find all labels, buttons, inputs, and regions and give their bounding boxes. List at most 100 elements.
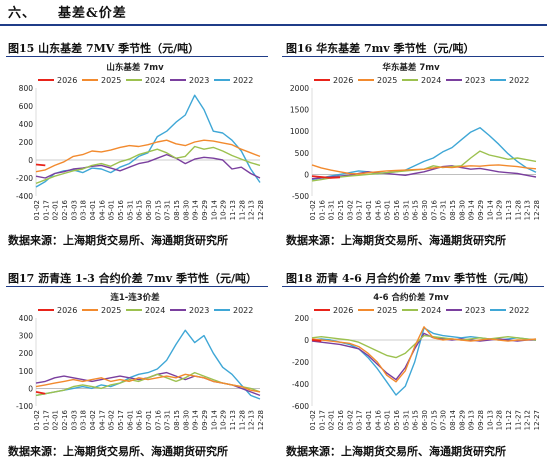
x-tick-label: 06-30: [421, 410, 429, 430]
x-tick-label: 06-30: [421, 200, 429, 220]
x-tick-label: 12-28: [533, 200, 541, 220]
figure-16-source: 数据来源：上海期货交易所、海通期货研究所: [286, 234, 506, 247]
x-tick-label: 02-01: [328, 410, 336, 430]
x-tick-label: 05-01: [384, 410, 392, 430]
x-tick-label: 01-02: [33, 410, 41, 430]
chart-title: 山东基差 7mv: [106, 62, 164, 73]
x-tick-label: 12-13: [524, 200, 532, 220]
legend-label: 2022: [233, 306, 253, 315]
y-tick-label: 500: [295, 149, 310, 158]
y-tick-label: 600: [19, 102, 34, 111]
x-tick-label: 08-15: [173, 410, 181, 430]
series-line-2022: [311, 127, 537, 181]
x-tick-label: 08-15: [449, 200, 457, 220]
legend-label: 2022: [509, 76, 529, 85]
y-tick-label: 0: [304, 170, 309, 179]
y-tick-label: -200: [16, 174, 33, 183]
x-tick-label: 08-14: [449, 409, 457, 430]
legend-label: 2024: [421, 306, 441, 315]
x-tick-label: 11-12: [505, 410, 513, 430]
x-tick-label: 06-15: [136, 200, 144, 220]
y-tick-label: 300: [19, 332, 34, 341]
x-tick-label: 09-14: [468, 199, 476, 220]
x-tick-label: 04-16: [374, 409, 382, 430]
x-tick-label: 06-15: [412, 410, 420, 430]
x-tick-label: 01-17: [42, 200, 50, 220]
legend-label: 2024: [145, 76, 165, 85]
x-tick-label: 06-16: [136, 409, 144, 430]
figure-15-caption: 图15 山东基差 7MV 季节性（元/吨）: [8, 42, 200, 55]
legend-label: 2025: [101, 76, 121, 85]
figure-15-source: 数据来源：上海期货交易所、海通期货研究所: [8, 234, 228, 247]
x-tick-label: 12-27: [533, 410, 541, 430]
x-tick-label: 10-29: [496, 200, 504, 220]
x-tick-label: 10-14: [210, 409, 218, 430]
x-tick-label: 07-31: [440, 200, 448, 220]
x-tick-label: 01-02: [309, 200, 317, 220]
series-line-2023: [35, 153, 261, 179]
x-tick-label: 05-01: [108, 200, 116, 220]
legend-label: 2025: [377, 76, 397, 85]
x-tick-label: 09-13: [468, 410, 476, 430]
series-line-2026: [35, 391, 46, 395]
x-tick-label: 09-29: [477, 200, 485, 220]
x-tick-label: 05-16: [117, 199, 125, 220]
x-tick-label: 11-13: [229, 200, 237, 220]
x-tick-label: 06-30: [145, 200, 153, 220]
x-tick-label: 11-28: [238, 410, 246, 430]
y-tick-label: -600: [292, 402, 309, 411]
y-tick-label: 2000: [290, 84, 309, 93]
legend-label: 2024: [145, 306, 165, 315]
x-tick-label: 05-01: [384, 200, 392, 220]
x-tick-label: 04-01: [365, 200, 373, 220]
x-tick-label: 04-16: [374, 199, 382, 220]
x-tick-label: 11-13: [229, 410, 237, 430]
x-tick-label: 10-14: [486, 199, 494, 220]
chart-title: 连1-连3价差: [110, 292, 160, 303]
x-tick-label: 12-28: [257, 200, 265, 220]
legend-label: 2023: [465, 76, 485, 85]
legend-label: 2024: [421, 76, 441, 85]
figure-18-caption: 图18 沥青 4-6 月合约价差 7mv 季节性（元/吨）: [286, 272, 536, 285]
x-tick-label: 05-02: [108, 410, 116, 430]
x-tick-label: 10-29: [220, 200, 228, 220]
figure-15-chart: 山东基差 7mv 2026 2025 2024 2023 2022 -400 -200 0 200…: [0, 58, 270, 228]
x-tick-label: 02-01: [52, 200, 60, 220]
y-tick-label: -400: [16, 192, 33, 201]
x-tick-label: 03-17: [356, 410, 364, 430]
x-tick-label: 09-14: [192, 199, 200, 220]
x-tick-label: 08-15: [173, 200, 181, 220]
section-rule: [0, 24, 547, 26]
figure-16-rule: [282, 56, 544, 57]
chart-svg: 4-6 合约价差 7mv 2026 2025 2024 2023 2022 -600 -400…: [292, 292, 541, 430]
x-tick-label: 07-31: [164, 200, 172, 220]
series-line-2022: [35, 329, 261, 400]
figure-18-rule: [282, 286, 544, 287]
x-tick-label: 03-02: [346, 200, 354, 220]
legend-label: 2026: [57, 76, 77, 85]
x-tick-label: 04-01: [365, 410, 373, 430]
chart-svg: 华东基差 7mv 2026 2025 2024 2023 2022 -500 0 500 1000…: [290, 62, 541, 220]
y-tick-label: 800: [19, 84, 34, 93]
x-tick-label: 11-13: [505, 200, 513, 220]
x-tick-label: 04-02: [89, 410, 97, 430]
y-tick-label: 200: [295, 314, 310, 323]
x-tick-label: 07-16: [430, 199, 438, 220]
chart-svg: 山东基差 7mv 2026 2025 2024 2023 2022 -400 -200 0 200…: [16, 62, 265, 220]
x-tick-label: 03-02: [346, 410, 354, 430]
x-tick-label: 01-17: [42, 410, 50, 430]
figure-17-chart: 连1-连3价差 2026 2025 2024 2023 2022 -100 0 100 200 30…: [0, 288, 270, 438]
x-tick-label: 03-17: [356, 200, 364, 220]
x-tick-label: 01-17: [318, 410, 326, 430]
x-tick-label: 09-28: [477, 410, 485, 430]
section-number: 六、: [8, 6, 37, 21]
legend-label: 2025: [377, 306, 397, 315]
y-tick-label: 0: [28, 384, 33, 393]
section-title: 六、 基差&价差: [8, 2, 127, 21]
y-tick-label: 400: [19, 120, 34, 129]
series-line-2024: [35, 145, 261, 185]
legend-label: 2023: [189, 76, 209, 85]
x-tick-label: 09-29: [201, 410, 209, 430]
legend-label: 2023: [189, 306, 209, 315]
series-line-2023: [311, 332, 536, 381]
